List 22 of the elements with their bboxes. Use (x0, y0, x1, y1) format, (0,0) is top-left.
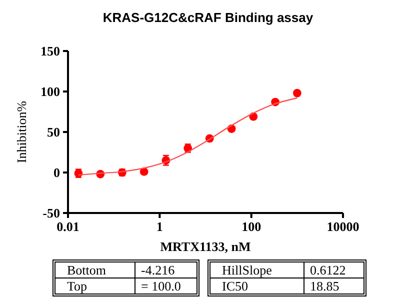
y-tick-label: -50 (42, 206, 60, 221)
y-tick-label: 150 (40, 44, 60, 59)
x-tick-label: 100 (242, 219, 262, 234)
x-tick-label: 10000 (326, 219, 360, 234)
x-tick-label: 1 (156, 219, 163, 234)
point (140, 167, 148, 176)
text: 0.6122 (310, 262, 346, 278)
text: Top (67, 278, 88, 294)
y-tick-label: 50 (47, 124, 60, 140)
chart-title: KRAS-G12C&cRAF Binding assay (102, 10, 314, 25)
text: 18.85 (310, 278, 340, 294)
text: -4.216 (141, 262, 176, 278)
x-axis-title: MRTX1133, nM (160, 239, 251, 254)
y-axis-title: Inhibition% (14, 100, 29, 164)
point (292, 88, 302, 98)
text: HillSlope (222, 262, 272, 278)
y-tick-label: 0 (54, 165, 60, 180)
y-tick-label: 100 (40, 84, 60, 100)
x-tick-label: 0.01 (56, 219, 80, 234)
text: IC50 (222, 278, 248, 294)
text: = 100.0 (141, 278, 181, 294)
text: Bottom (67, 262, 106, 278)
